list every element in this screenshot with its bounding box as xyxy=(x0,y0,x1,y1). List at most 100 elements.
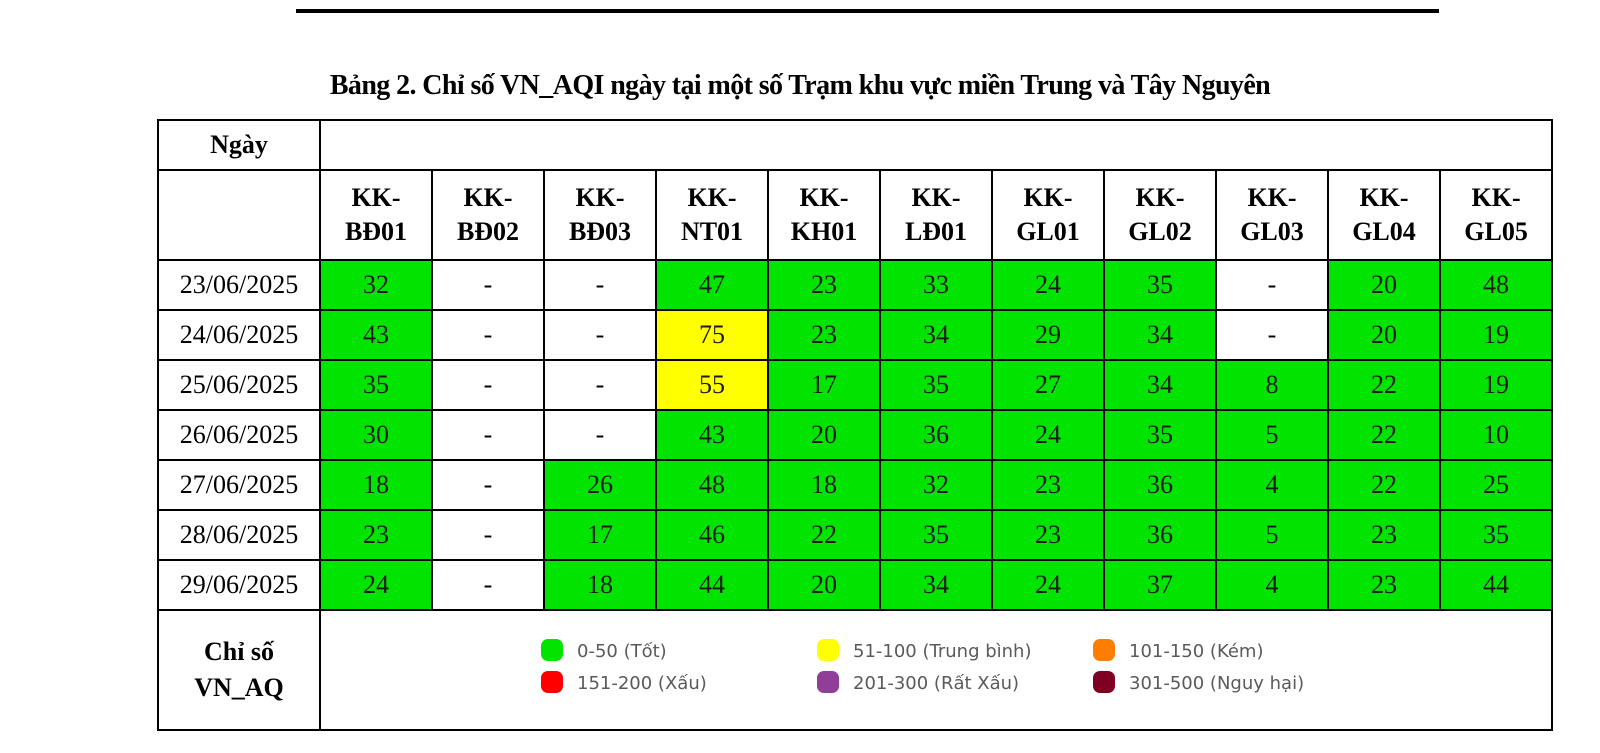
date-cell: 23/06/2025 xyxy=(157,259,321,311)
station-prefix: KK- xyxy=(1359,183,1409,212)
aqi-value-cell: 20 xyxy=(1327,259,1441,311)
aqi-value-cell: - xyxy=(431,509,545,561)
date-cell: 27/06/2025 xyxy=(157,459,321,511)
legend-swatch xyxy=(817,639,839,661)
station-header-nt01: KK- NT01 xyxy=(655,169,769,261)
aqi-value-cell: 36 xyxy=(879,409,993,461)
legend-swatch xyxy=(817,671,839,693)
station-prefix: KK- xyxy=(799,183,849,212)
aqi-value-cell: 35 xyxy=(879,509,993,561)
aqi-value-cell: 48 xyxy=(1438,259,1554,311)
date-cell: 25/06/2025 xyxy=(157,359,321,411)
table-row: 26/06/2025 30- -43 20 36 24 35 5 22 10 xyxy=(157,409,1554,461)
station-header-lđ01: KK- LĐ01 xyxy=(879,169,993,261)
aqi-value-cell: 23 xyxy=(767,259,881,311)
aqi-value-cell: 20 xyxy=(767,409,881,461)
aqi-value-cell: 23 xyxy=(991,459,1105,511)
aqi-value-cell: 48 xyxy=(655,459,769,511)
station-prefix: KK- xyxy=(463,183,513,212)
legend-swatch xyxy=(1093,671,1115,693)
aqi-value-cell: 5 xyxy=(1215,509,1329,561)
station-header-bđ01: KK- BĐ01 xyxy=(319,169,433,261)
table-row: 27/06/2025 18-26 48 18 32 23 36 4 22 25 xyxy=(157,459,1554,511)
legend-label-line1: Chỉ số xyxy=(203,637,275,666)
aqi-value-cell: 22 xyxy=(1327,359,1441,411)
station-code: BĐ02 xyxy=(456,217,520,246)
station-header-gl02: KK- GL02 xyxy=(1103,169,1217,261)
aqi-value-cell: 44 xyxy=(655,559,769,611)
aqi-value-cell: 46 xyxy=(655,509,769,561)
aqi-value-cell: 24 xyxy=(991,409,1105,461)
station-code: BĐ01 xyxy=(344,217,408,246)
aqi-value-cell: 23 xyxy=(767,309,881,361)
station-prefix: KK- xyxy=(687,183,737,212)
aqi-value-cell: 17 xyxy=(767,359,881,411)
legend-text: 51-100 (Trung bình) xyxy=(853,641,1032,662)
aqi-value-cell: 43 xyxy=(319,309,433,361)
aqi-value-cell: 18 xyxy=(543,559,657,611)
table-caption: Bảng 2. Chỉ số VN_AQI ngày tại một số Tr… xyxy=(329,70,1271,101)
aqi-value-cell: - xyxy=(543,309,657,361)
aqi-value-cell: 23 xyxy=(1327,559,1441,611)
table-row: 29/06/2025 24-18 44 20 34 24 37 4 23 44 xyxy=(157,559,1554,611)
table-row: 24/06/2025 43- -75 23 34 29 34-20 19 xyxy=(157,309,1554,361)
aqi-value-cell: - xyxy=(543,259,657,311)
station-header-bđ02: KK- BĐ02 xyxy=(431,169,545,261)
aqi-value-cell: 55 xyxy=(655,359,769,411)
date-cell: 24/06/2025 xyxy=(157,309,321,361)
legend-item: 101-150 (Kém) xyxy=(1093,637,1264,667)
aqi-value-cell: 34 xyxy=(879,559,993,611)
legend-swatch xyxy=(1093,639,1115,661)
station-prefix: KK- xyxy=(1023,183,1073,212)
aqi-value-cell: 24 xyxy=(319,559,433,611)
station-code: KH01 xyxy=(790,217,858,246)
aqi-value-cell: 34 xyxy=(1103,359,1217,411)
aqi-value-cell: 22 xyxy=(1327,459,1441,511)
aqi-value-cell: 34 xyxy=(879,309,993,361)
aqi-value-cell: 35 xyxy=(319,359,433,411)
legend-item: 51-100 (Trung bình) xyxy=(817,637,1031,667)
station-code: GL03 xyxy=(1240,217,1304,246)
table-row: 28/06/2025 23-17 46 22 35 23 36 5 23 35 xyxy=(157,509,1554,561)
table-row: 23/06/2025 32- -47 23 33 24 35-20 48 xyxy=(157,259,1554,311)
aqi-value-cell: - xyxy=(431,309,545,361)
aqi-value-cell: 19 xyxy=(1438,359,1554,411)
top-rule xyxy=(296,9,1439,13)
station-prefix: KK- xyxy=(911,183,961,212)
aqi-value-cell: 18 xyxy=(319,459,433,511)
legend-swatch xyxy=(541,639,563,661)
legend-cell: 0-50 (Tốt) 51-100 (Trung bình) 101-150 (Ké… xyxy=(318,609,1554,731)
aqi-value-cell: 36 xyxy=(1103,509,1217,561)
aqi-value-cell: 24 xyxy=(991,559,1105,611)
day-header-cell: Ngày xyxy=(157,119,321,171)
aqi-value-cell: - xyxy=(1215,259,1329,311)
table-body: 23/06/2025 32- -47 23 33 24 35-20 48 24/06/2025 4… xyxy=(157,259,1554,611)
aqi-value-cell: 18 xyxy=(767,459,881,511)
aqi-table: Ngày KK- BĐ01 KK- BĐ02 KK- BĐ03 KK- NT01 KK- KH01… xyxy=(157,119,1554,731)
aqi-value-cell: 32 xyxy=(319,259,433,311)
date-cell: 28/06/2025 xyxy=(157,509,321,561)
legend-item: 201-300 (Rất Xấu) xyxy=(817,669,1019,699)
aqi-value-cell: 4 xyxy=(1215,559,1329,611)
station-code: LĐ01 xyxy=(904,217,968,246)
table-row: 25/06/2025 35- -55 17 35 27 34 8 22 19 xyxy=(157,359,1554,411)
legend-text: 201-300 (Rất Xấu) xyxy=(853,673,1020,694)
aqi-value-cell: 44 xyxy=(1438,559,1554,611)
station-header-bđ03: KK- BĐ03 xyxy=(543,169,657,261)
aqi-value-cell: 19 xyxy=(1438,309,1554,361)
legend-text: 101-150 (Kém) xyxy=(1129,641,1264,662)
aqi-value-cell: 35 xyxy=(1103,259,1217,311)
aqi-value-cell: 25 xyxy=(1438,459,1554,511)
station-code: BĐ03 xyxy=(568,217,632,246)
aqi-value-cell: - xyxy=(431,409,545,461)
aqi-value-cell: 29 xyxy=(991,309,1105,361)
aqi-value-cell: 47 xyxy=(655,259,769,311)
legend-item: 0-50 (Tốt) xyxy=(541,637,667,667)
station-prefix: KK- xyxy=(351,183,401,212)
day-header-row: Ngày xyxy=(157,119,1554,171)
aqi-value-cell: 17 xyxy=(543,509,657,561)
aqi-value-cell: 26 xyxy=(543,459,657,511)
station-header-gl03: KK- GL03 xyxy=(1215,169,1329,261)
station-header-blank xyxy=(157,169,321,261)
legend-item: 151-200 (Xấu) xyxy=(541,669,707,699)
